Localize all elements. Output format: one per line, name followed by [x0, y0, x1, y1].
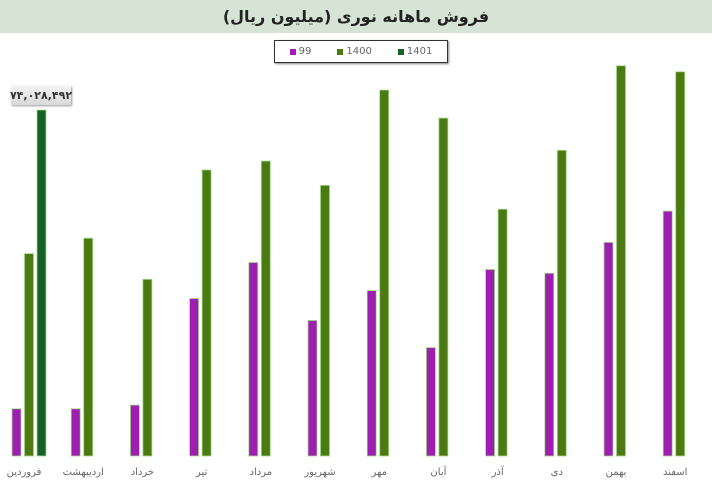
bar-1401-0: [36, 109, 47, 457]
legend-label: 1401: [406, 46, 433, 57]
legend-swatch: [397, 48, 404, 55]
legend-label: 1400: [346, 46, 372, 57]
legend-item-1400: 1400: [337, 46, 372, 57]
bar-99-8: [485, 269, 496, 457]
bar-1400-11: [675, 71, 686, 457]
chart-title: فروش ماهانه نوری (میلیون ریال): [222, 7, 490, 26]
x-tick-label: فروردین: [7, 467, 42, 478]
bar-1400-6: [379, 89, 390, 457]
bar-99-9: [544, 272, 555, 457]
bar-1400-7: [438, 117, 449, 457]
x-tick-label: اسفند: [663, 467, 687, 478]
x-tick-label: اردیبهشت: [63, 467, 104, 478]
x-tick-label: مهر: [370, 467, 386, 478]
bar-1400-5: [320, 184, 330, 457]
bar-99-1: [70, 408, 81, 457]
bar-99-6: [366, 290, 377, 457]
bar-99-3: [189, 298, 200, 457]
bar-99-4: [248, 262, 259, 457]
legend-item-99: 99: [289, 46, 312, 57]
x-tick-label: آذر: [491, 465, 505, 478]
x-tick-label: خرداد: [131, 467, 154, 478]
bar-1400-3: [201, 169, 212, 457]
x-tick-label: شهریور: [303, 467, 335, 478]
bar-99-0: [11, 408, 22, 457]
bar-99-5: [307, 320, 318, 457]
data-label: ۷۴,۰۲۸,۴۹۲: [10, 86, 72, 105]
x-tick-label: مرداد: [250, 467, 273, 478]
bar-99-7: [425, 347, 436, 457]
legend-item-1401: 1401: [397, 46, 433, 57]
bar-1400-10: [616, 65, 626, 457]
bar-1400-9: [556, 149, 567, 457]
x-tick-label: آبان: [430, 465, 447, 478]
bar-99-11: [662, 210, 673, 457]
legend: 99 1400 1401: [274, 40, 448, 63]
bar-99-2: [129, 404, 140, 457]
chart-title-bar: فروش ماهانه نوری (میلیون ریال): [0, 0, 712, 33]
bar-99-10: [603, 242, 614, 457]
x-tick-label: دی: [551, 467, 563, 478]
x-tick-label: تیر: [195, 467, 208, 478]
bar-1400-8: [497, 208, 508, 457]
bar-1400-2: [142, 278, 153, 457]
legend-swatch: [289, 48, 296, 55]
legend-label: 99: [298, 46, 312, 57]
legend-swatch: [337, 48, 344, 55]
x-tick-label: بهمن: [606, 467, 627, 478]
bar-1400-4: [260, 160, 271, 457]
bar-1400-0: [24, 253, 34, 457]
bar-1400-1: [83, 237, 94, 457]
